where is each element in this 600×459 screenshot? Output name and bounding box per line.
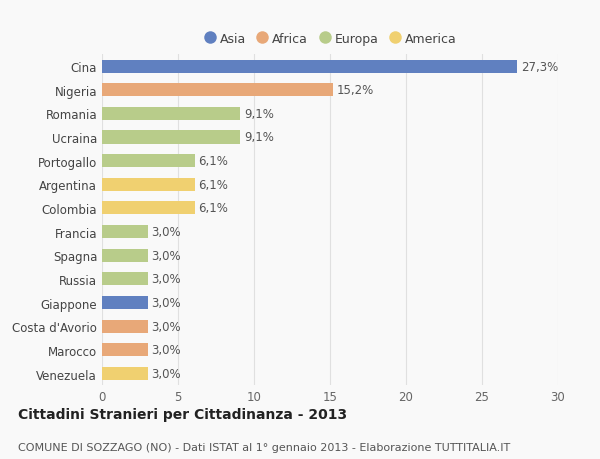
Text: 3,0%: 3,0% [151, 367, 181, 380]
Text: 6,1%: 6,1% [199, 155, 229, 168]
Text: 9,1%: 9,1% [244, 131, 274, 144]
Bar [102, 202, 195, 215]
Text: 3,0%: 3,0% [151, 320, 181, 333]
Text: 3,0%: 3,0% [151, 297, 181, 309]
Bar [102, 226, 148, 239]
Text: 6,1%: 6,1% [199, 202, 229, 215]
Text: 3,0%: 3,0% [151, 273, 181, 286]
Text: 15,2%: 15,2% [337, 84, 374, 97]
Bar [102, 155, 195, 168]
Bar [102, 179, 195, 191]
Bar [102, 344, 148, 357]
Legend: Asia, Africa, Europa, America: Asia, Africa, Europa, America [199, 28, 461, 51]
Text: 6,1%: 6,1% [199, 179, 229, 191]
Text: 9,1%: 9,1% [244, 107, 274, 121]
Bar [102, 273, 148, 286]
Bar [102, 84, 333, 97]
Bar [102, 249, 148, 262]
Text: 3,0%: 3,0% [151, 226, 181, 239]
Bar [102, 131, 241, 144]
Text: 27,3%: 27,3% [521, 61, 558, 73]
Text: 3,0%: 3,0% [151, 344, 181, 357]
Bar [102, 297, 148, 309]
Bar [102, 61, 517, 73]
Bar [102, 320, 148, 333]
Bar [102, 367, 148, 380]
Bar [102, 107, 241, 121]
Text: Cittadini Stranieri per Cittadinanza - 2013: Cittadini Stranieri per Cittadinanza - 2… [18, 407, 347, 421]
Text: COMUNE DI SOZZAGO (NO) - Dati ISTAT al 1° gennaio 2013 - Elaborazione TUTTITALIA: COMUNE DI SOZZAGO (NO) - Dati ISTAT al 1… [18, 442, 510, 452]
Text: 3,0%: 3,0% [151, 249, 181, 262]
